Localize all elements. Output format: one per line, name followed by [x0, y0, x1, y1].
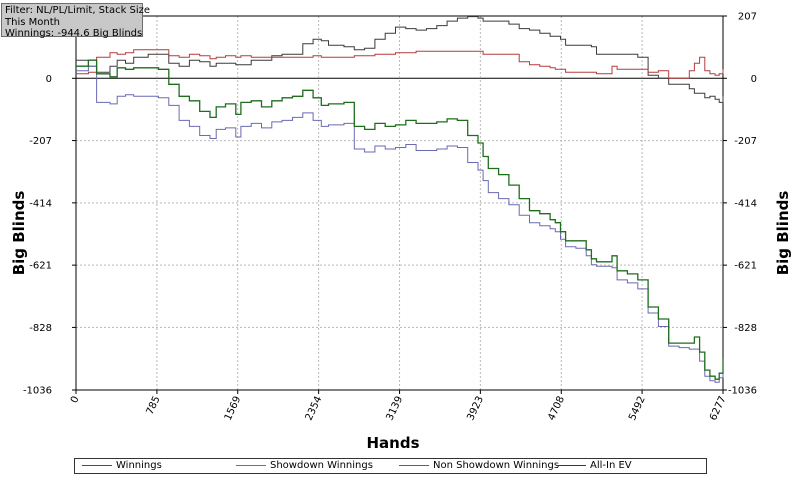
grid-lines	[72, 15, 727, 394]
y-tick-label-right: -207	[734, 136, 757, 147]
y-axis-label-right: Big Blinds	[774, 191, 792, 276]
x-axis-label: Hands	[366, 434, 419, 452]
legend-swatch	[82, 464, 112, 466]
period-text: This Month	[5, 16, 60, 28]
winnings-text: Winnings: -944.6 Big Blinds	[5, 28, 143, 39]
y-tick-label-right: -828	[734, 323, 757, 334]
y-tick-label: -207	[29, 136, 52, 147]
x-tick-label: 2354	[304, 395, 325, 423]
legend: Winnings Showdown Winnings Non Showdown Wi…	[74, 458, 707, 474]
filter-info-box: Filter: NL/PL/Limit, Stack Size This Mon…	[1, 3, 151, 39]
series-line-non-showdown-winnings	[76, 49, 724, 79]
filter-text: Filter: NL/PL/Limit, Stack Size	[5, 5, 151, 16]
y-tick-label: -621	[29, 261, 52, 272]
series-line-winnings	[76, 59, 724, 380]
tick-labels: 20720700-207-207-414-414-621-621-828-828…	[23, 12, 757, 423]
y-tick-label-right: -621	[734, 261, 757, 272]
plot-area	[75, 15, 724, 391]
x-tick-label: 4708	[546, 395, 567, 423]
legend-swatch	[236, 464, 266, 466]
legend-item-winnings: Winnings	[79, 459, 162, 473]
x-tick-label: 3923	[465, 395, 486, 423]
legend-label: Non Showdown Winnings	[433, 460, 560, 471]
legend-label: Winnings	[116, 460, 162, 471]
series-line-showdown-winnings	[76, 65, 724, 383]
y-tick-label-right: 207	[738, 12, 757, 23]
y-tick-label: -828	[29, 323, 52, 334]
x-tick-label: 0	[69, 395, 82, 405]
legend-swatch	[399, 464, 429, 466]
y-tick-label-right: -414	[734, 198, 757, 209]
legend-label: Showdown Winnings	[270, 460, 373, 471]
x-tick-label: 1569	[223, 395, 244, 423]
y-tick-label: -414	[29, 198, 52, 209]
x-tick-label: 5492	[627, 395, 648, 423]
x-tick-label: 3139	[385, 395, 406, 423]
legend-label: All-In EV	[590, 460, 632, 471]
series-lines	[76, 16, 724, 383]
x-tick-label: 6277	[708, 395, 729, 423]
y-axis-label-left: Big Blinds	[10, 191, 28, 276]
y-tick-label-right: -1036	[728, 386, 757, 397]
legend-item-showdown-winnings: Showdown Winnings	[233, 459, 373, 473]
legend-swatch	[556, 464, 586, 466]
y-tick-label: -1036	[23, 386, 52, 397]
x-tick-label: 785	[145, 395, 163, 417]
y-tick-label: 0	[46, 74, 52, 85]
series-line-all-in-ev	[76, 16, 724, 103]
legend-item-all-in-ev: All-In EV	[553, 459, 632, 473]
y-tick-label-right: 0	[751, 74, 757, 85]
legend-item-non-showdown-winnings: Non Showdown Winnings	[396, 459, 559, 473]
